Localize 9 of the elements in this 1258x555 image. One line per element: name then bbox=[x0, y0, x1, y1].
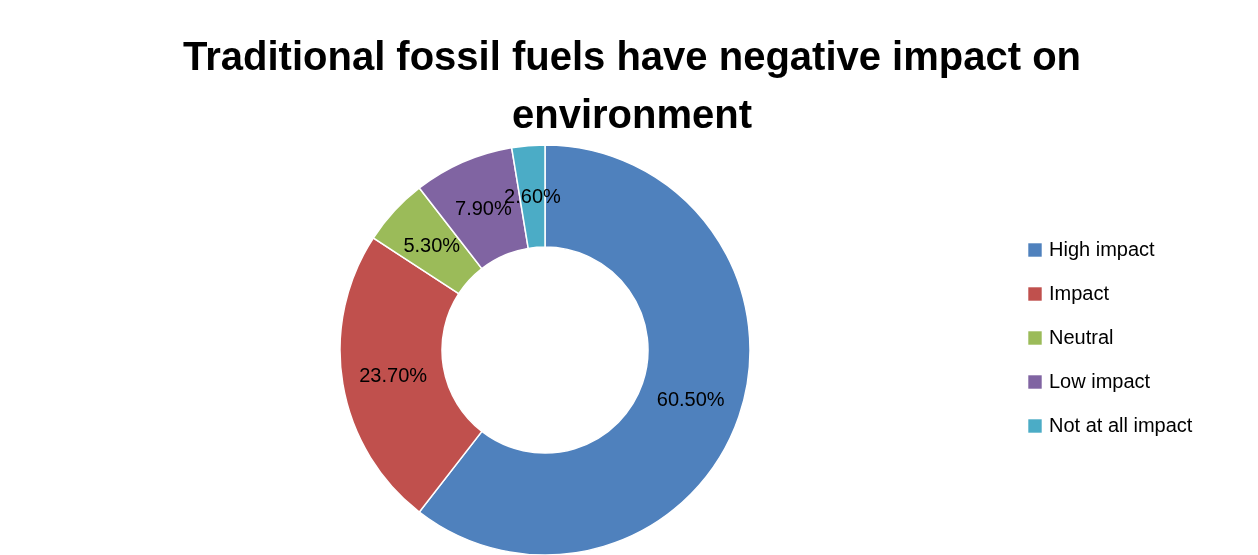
data-label: 23.70% bbox=[359, 363, 428, 386]
legend-label: Impact bbox=[1049, 282, 1110, 304]
legend-label: Not at all impact bbox=[1049, 414, 1193, 436]
data-label: 60.50% bbox=[656, 387, 725, 410]
legend-label: Neutral bbox=[1049, 326, 1114, 348]
legend-label: Low impact bbox=[1049, 370, 1151, 392]
data-label: 5.30% bbox=[403, 233, 461, 256]
legend-label: High impact bbox=[1049, 238, 1156, 260]
chart-title: Traditional fossil fuels have negative impact on environment bbox=[182, 34, 1082, 136]
